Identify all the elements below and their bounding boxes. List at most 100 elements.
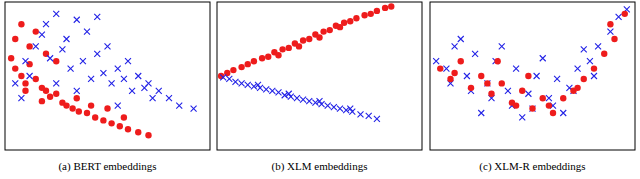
x-marker (74, 88, 80, 94)
x-marker (530, 106, 536, 112)
x-marker (374, 116, 380, 122)
x-marker (135, 73, 141, 79)
x-marker (616, 14, 622, 20)
marks (218, 3, 395, 122)
x-marker (105, 43, 111, 49)
caption: (b) XLM embeddings (272, 160, 368, 173)
circle-marker (488, 91, 494, 97)
x-marker (591, 73, 597, 79)
x-marker (317, 98, 323, 104)
x-marker (581, 46, 587, 52)
circle-marker (230, 67, 236, 73)
x-marker (433, 58, 439, 64)
x-marker (443, 66, 449, 72)
circle-marker (550, 110, 556, 116)
x-marker (347, 106, 353, 112)
x-marker (53, 80, 59, 86)
circle-marker (347, 18, 353, 24)
circle-marker (601, 51, 607, 57)
x-marker (554, 76, 560, 82)
x-marker (288, 94, 294, 100)
circle-marker (437, 65, 443, 71)
frame (5, 2, 210, 150)
circle-marker (275, 52, 281, 58)
circle-marker (39, 98, 45, 104)
circle-marker (484, 80, 490, 86)
x-marker (232, 79, 238, 85)
circle-marker (368, 11, 374, 17)
x-marker (325, 103, 331, 109)
circle-marker (574, 85, 580, 91)
figure: (a) BERT embeddings (b) XLM embeddings (c)… (0, 0, 640, 179)
x-marker (540, 55, 546, 61)
circle-marker (251, 58, 257, 64)
x-marker (43, 21, 49, 27)
x-marker (525, 91, 531, 97)
x-marker (156, 88, 162, 94)
circle-marker (494, 58, 500, 64)
circle-marker (560, 95, 566, 101)
x-marker (286, 91, 292, 97)
x-marker (141, 85, 147, 91)
circle-marker (12, 65, 18, 71)
x-marker (100, 70, 106, 76)
circle-marker (286, 45, 292, 51)
marks (8, 11, 197, 139)
circle-marker (611, 36, 617, 42)
x-marker (464, 73, 470, 79)
x-marker (94, 14, 100, 20)
circle-marker (525, 73, 531, 79)
circle-marker (121, 114, 127, 120)
x-marker (64, 36, 70, 42)
caption: (c) XLM-R embeddings (479, 160, 585, 173)
circle-marker (92, 114, 98, 120)
circle-marker (100, 117, 106, 123)
circle-marker (306, 36, 312, 42)
x-marker (519, 114, 525, 120)
circle-marker (451, 70, 457, 76)
circle-marker (43, 88, 49, 94)
x-marker (478, 110, 484, 116)
x-marker (306, 98, 312, 104)
circle-marker (458, 58, 464, 64)
x-marker (84, 29, 90, 35)
circle-marker (104, 105, 110, 111)
x-marker (472, 51, 478, 57)
x-marker (94, 51, 100, 57)
circle-marker (540, 95, 546, 101)
x-marker (125, 58, 131, 64)
x-marker (595, 43, 601, 49)
panel: (a) BERT embeddings (5, 2, 210, 173)
circle-marker (12, 36, 18, 42)
circle-marker (382, 5, 388, 11)
circle-marker (18, 73, 24, 79)
circle-marker (296, 43, 302, 49)
x-marker (269, 88, 275, 94)
x-marker (109, 80, 115, 86)
x-marker (255, 82, 261, 88)
x-marker (257, 85, 263, 91)
x-marker (150, 95, 156, 101)
circle-marker (499, 80, 505, 86)
circle-marker (125, 126, 131, 132)
circle-marker (374, 8, 380, 14)
circle-marker (622, 11, 628, 17)
circle-marker (337, 24, 343, 30)
x-marker (607, 29, 613, 35)
circle-marker (279, 46, 285, 52)
x-marker (27, 73, 33, 79)
x-marker (220, 74, 226, 80)
x-marker (68, 66, 74, 72)
x-marker (47, 55, 53, 61)
frame (430, 2, 635, 150)
circle-marker (468, 85, 474, 91)
circle-marker (327, 27, 333, 33)
x-marker (59, 46, 65, 52)
x-marker (33, 43, 39, 49)
x-marker (115, 66, 121, 72)
circle-marker (53, 58, 59, 64)
x-marker (166, 95, 172, 101)
x-marker (121, 76, 127, 82)
circle-marker (69, 105, 75, 111)
x-marker (239, 80, 245, 86)
